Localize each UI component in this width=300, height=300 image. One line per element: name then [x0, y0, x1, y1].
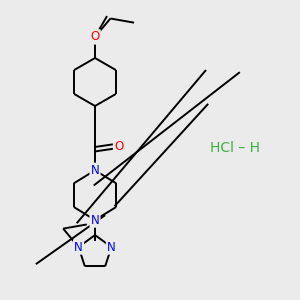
- Text: HCl – H: HCl – H: [210, 141, 260, 155]
- Text: N: N: [91, 214, 99, 226]
- Text: N: N: [107, 241, 116, 254]
- Text: N: N: [74, 241, 83, 254]
- Text: O: O: [114, 140, 123, 153]
- Text: N: N: [91, 164, 99, 177]
- Text: O: O: [90, 30, 100, 44]
